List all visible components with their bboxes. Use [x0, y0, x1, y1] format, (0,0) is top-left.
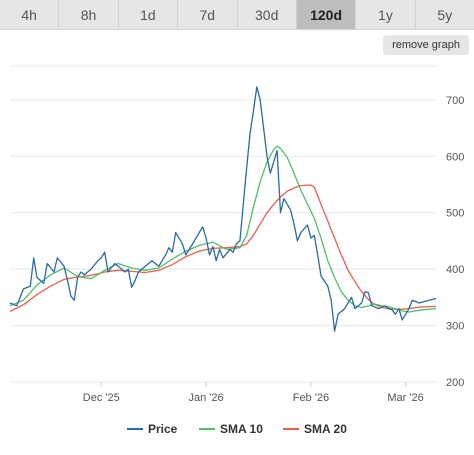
- chart-legend[interactable]: Price SMA 10 SMA 20: [127, 422, 347, 436]
- tab-1d[interactable]: 1d: [118, 0, 179, 30]
- legend-item-sma-20[interactable]: SMA 20: [283, 422, 347, 436]
- legend-label: SMA 10: [220, 422, 263, 436]
- legend-label: SMA 20: [304, 422, 347, 436]
- legend-item-sma-10[interactable]: SMA 10: [199, 422, 263, 436]
- chart-grid: [10, 65, 436, 387]
- y-tick-label: 400: [446, 264, 464, 276]
- x-axis-labels: Dec '25 Jan '26 Feb '26 Mar '26: [83, 392, 424, 404]
- x-tick-label: Dec '25: [83, 392, 120, 404]
- tab-7d[interactable]: 7d: [178, 0, 238, 30]
- legend-item-price[interactable]: Price: [127, 422, 178, 436]
- y-tick-label: 200: [446, 377, 464, 389]
- y-axis-labels: 200 300 400 500 600 700: [446, 95, 464, 389]
- x-tick-label: Feb '26: [293, 392, 329, 404]
- y-tick-label: 700: [446, 95, 464, 107]
- tab-5y[interactable]: 5y: [415, 0, 474, 30]
- y-tick-label: 600: [446, 151, 464, 163]
- series-line-price: [9, 86, 437, 332]
- y-tick-label: 500: [446, 208, 464, 220]
- chart-series: [9, 86, 437, 332]
- legend-label: Price: [148, 422, 178, 436]
- series-line-sma-10: [9, 145, 437, 313]
- y-tick-label: 300: [446, 321, 464, 333]
- time-range-tabs: 4h 8h 1d 7d 30d 120d 1y 5y: [0, 0, 474, 30]
- tab-8h[interactable]: 8h: [59, 0, 119, 30]
- remove-graph-button[interactable]: remove graph: [383, 35, 469, 55]
- tab-30d[interactable]: 30d: [237, 0, 297, 30]
- x-tick-label: Jan '26: [189, 392, 224, 404]
- tab-1y[interactable]: 1y: [356, 0, 416, 30]
- x-tick-label: Mar '26: [387, 392, 423, 404]
- tab-4h[interactable]: 4h: [0, 0, 60, 30]
- tab-120d[interactable]: 120d: [296, 0, 357, 30]
- series-line-sma-20: [9, 184, 437, 313]
